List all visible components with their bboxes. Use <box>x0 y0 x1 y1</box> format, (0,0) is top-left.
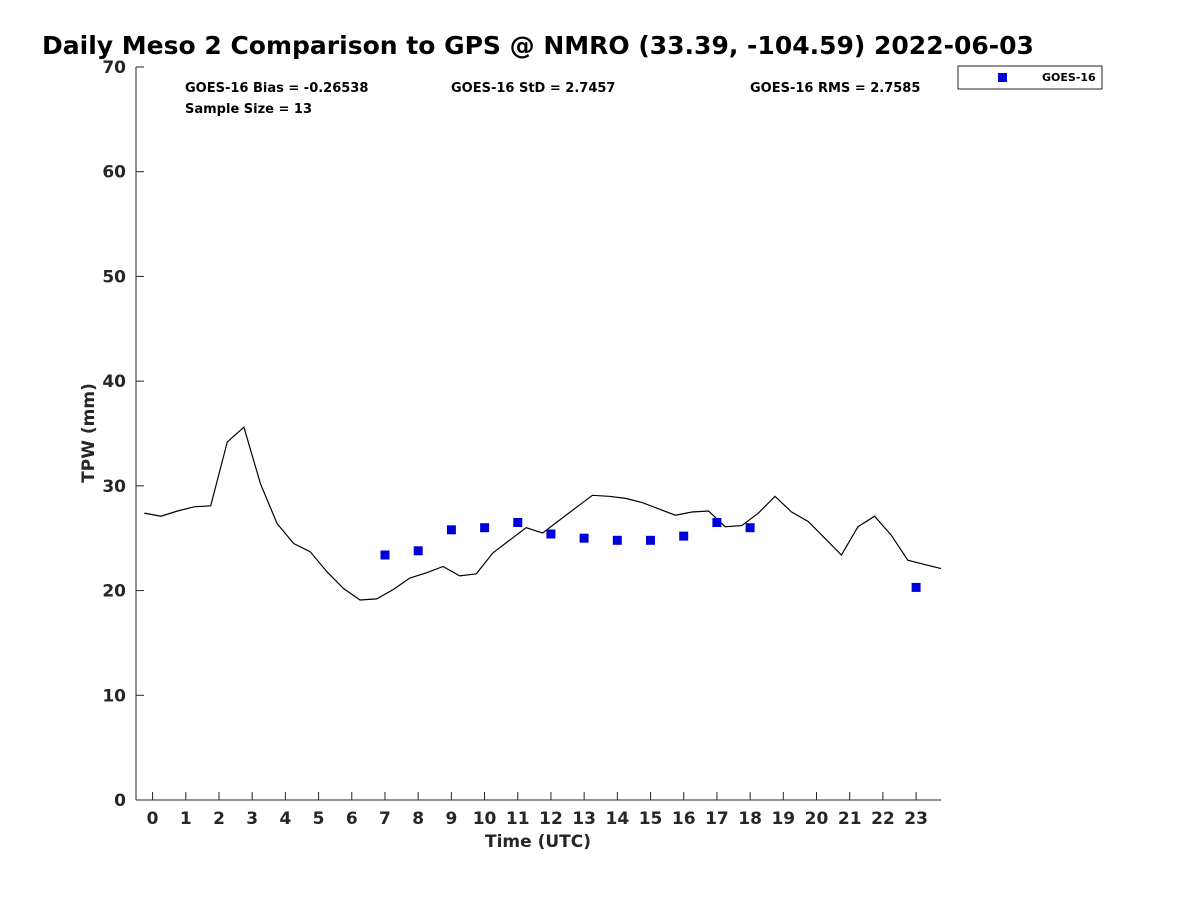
goes16-point <box>380 550 390 560</box>
legend-label: GOES-16 <box>1042 71 1096 84</box>
gps-tpw-line <box>144 426 942 601</box>
goes16-point <box>712 518 722 527</box>
x-tick-label: 11 <box>506 809 530 829</box>
goes16-point <box>513 518 523 527</box>
y-tick-label: 40 <box>102 372 126 392</box>
goes16-point <box>911 582 921 592</box>
goes16-point <box>413 546 423 556</box>
x-tick-label: 14 <box>606 809 630 829</box>
goes16-point <box>480 523 490 533</box>
x-tick-label: 6 <box>346 809 358 829</box>
goes16-point <box>546 529 556 539</box>
goes16-point <box>579 533 589 543</box>
stat-annotation: GOES-16 StD = 2.7457 <box>451 81 615 96</box>
x-tick-label: 16 <box>672 809 696 829</box>
stat-annotation: Sample Size = 13 <box>185 102 312 117</box>
x-tick-label: 8 <box>412 809 424 829</box>
stats-annotations: GOES-16 Bias = -0.26538 GOES-16 StD = 2.7… <box>185 81 920 117</box>
legend: GOES-16 <box>957 65 1103 90</box>
x-tick-label: 4 <box>279 809 291 829</box>
x-tick-label: 23 <box>904 809 928 829</box>
x-tick-label: 21 <box>838 809 862 829</box>
y-tick-label: 70 <box>102 58 126 78</box>
x-tick-label: 22 <box>871 809 895 829</box>
x-axis-label: Time (UTC) <box>485 832 591 852</box>
y-tick-label: 60 <box>102 163 126 183</box>
goes16-point <box>646 535 655 545</box>
y-tick-label: 10 <box>102 686 126 706</box>
x-tick-label: 19 <box>771 809 795 829</box>
x-tick-label: 5 <box>313 809 325 829</box>
x-tick-label: 17 <box>705 809 729 829</box>
chart-title: Daily Meso 2 Comparison to GPS @ NMRO (3… <box>42 31 1034 60</box>
x-tick-label: 3 <box>246 809 258 829</box>
x-tick-label: 2 <box>213 809 225 829</box>
x-tick-label: 20 <box>805 809 829 829</box>
y-axis-ticks: 0 10 20 30 40 50 60 70 <box>102 58 144 811</box>
y-tick-label: 0 <box>114 791 126 811</box>
series-layer <box>144 426 942 601</box>
x-tick-label: 18 <box>738 809 762 829</box>
stat-annotation: GOES-16 RMS = 2.7585 <box>750 81 920 96</box>
goes16-point <box>745 523 755 533</box>
y-tick-label: 50 <box>102 267 126 287</box>
legend-box <box>957 65 1103 90</box>
x-tick-label: 13 <box>572 809 596 829</box>
stat-annotation: GOES-16 Bias = -0.26538 <box>185 81 368 96</box>
legend-marker <box>998 73 1007 82</box>
y-axis-label: TPW (mm) <box>79 383 99 483</box>
goes16-point <box>679 531 689 541</box>
x-tick-label: 10 <box>473 809 497 829</box>
y-tick-label: 30 <box>102 477 126 497</box>
x-tick-label: 1 <box>180 809 192 829</box>
goes16-point <box>446 525 456 535</box>
x-tick-label: 0 <box>147 809 159 829</box>
y-tick-label: 20 <box>102 582 126 602</box>
goes16-point <box>612 535 622 545</box>
x-tick-label: 9 <box>445 809 457 829</box>
plot-area <box>136 67 941 800</box>
x-axis-ticks: 0 1 2 3 4 5 6 7 8 9 10 11 12 13 14 15 16 17 18 19 20 21 22 23 <box>147 792 928 829</box>
x-tick-label: 15 <box>639 809 663 829</box>
x-tick-label: 7 <box>379 809 391 829</box>
x-tick-label: 12 <box>539 809 563 829</box>
